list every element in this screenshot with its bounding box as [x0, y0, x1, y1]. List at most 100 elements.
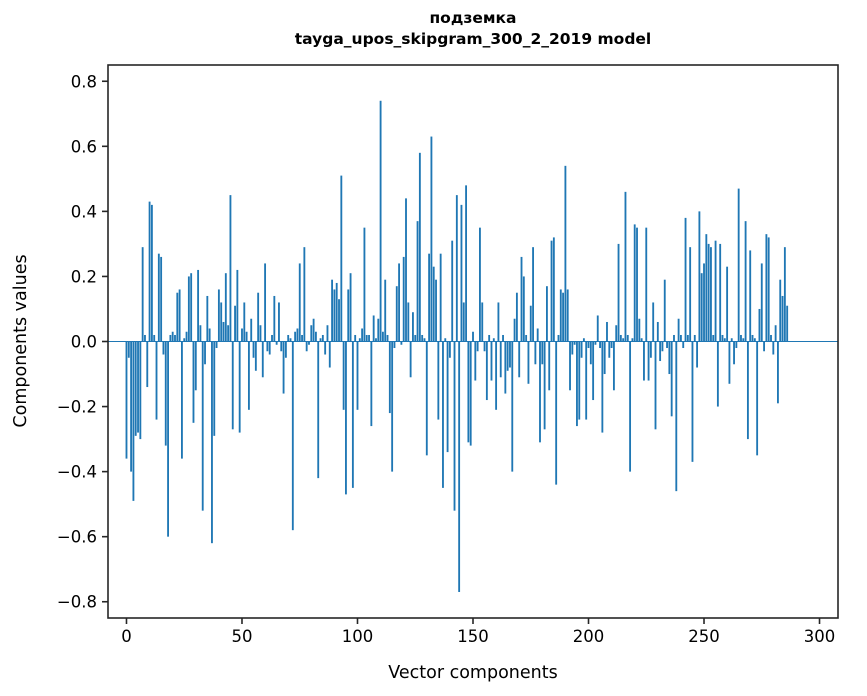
- bar: [206, 295, 209, 342]
- bar: [125, 341, 128, 459]
- bar: [393, 341, 396, 349]
- bar: [312, 318, 315, 342]
- bar: [162, 341, 165, 355]
- bar: [714, 240, 717, 342]
- bar: [527, 341, 530, 384]
- bar: [608, 341, 611, 358]
- bar: [610, 341, 613, 349]
- bar: [460, 204, 463, 342]
- bar: [296, 328, 299, 342]
- bar: [164, 341, 167, 446]
- bar: [310, 325, 313, 342]
- bar: [169, 334, 172, 342]
- bar: [238, 341, 241, 433]
- bar: [361, 328, 364, 342]
- bar: [211, 341, 213, 544]
- bar: [774, 325, 777, 342]
- bar: [442, 341, 444, 488]
- bar: [144, 334, 146, 342]
- bar: [509, 341, 511, 368]
- bar: [335, 282, 338, 342]
- bar: [532, 247, 534, 342]
- bar: [571, 341, 574, 355]
- bar: [485, 341, 488, 401]
- bar: [181, 341, 183, 459]
- bar: [488, 334, 491, 342]
- bar: [305, 341, 308, 352]
- y-tick-label: 0.8: [71, 72, 97, 91]
- bar: [659, 341, 662, 362]
- bar: [213, 341, 216, 436]
- chart-title-line-1: подземка: [429, 9, 517, 27]
- bar: [550, 240, 553, 342]
- bar: [703, 263, 705, 342]
- bar: [649, 341, 652, 358]
- bar: [377, 318, 380, 342]
- bar: [721, 334, 724, 342]
- bar: [684, 217, 687, 342]
- bar: [259, 325, 262, 342]
- bar: [619, 334, 622, 342]
- x-axis-ticks: 0 50 100 150 200 250 300: [121, 618, 835, 646]
- bar: [319, 338, 322, 342]
- bar: [753, 338, 756, 342]
- bar: [467, 341, 470, 443]
- bar: [626, 334, 629, 342]
- bar: [636, 227, 638, 342]
- bar: [273, 295, 276, 342]
- bar: [666, 341, 668, 349]
- bar: [409, 341, 412, 378]
- bar: [670, 341, 673, 417]
- bar: [257, 292, 260, 342]
- x-tick-label: 150: [457, 627, 489, 646]
- bar: [643, 341, 645, 381]
- bar: [127, 341, 130, 358]
- bar: [301, 334, 303, 342]
- bar: [187, 276, 190, 342]
- bar: [557, 334, 560, 342]
- bar: [199, 325, 202, 342]
- bar: [314, 331, 317, 342]
- y-tick-label: −0.2: [57, 398, 97, 417]
- bar: [589, 341, 592, 365]
- bar: [185, 331, 188, 342]
- bar: [522, 276, 525, 342]
- bar: [476, 341, 479, 352]
- bar: [132, 341, 135, 501]
- x-tick-label: 0: [121, 627, 132, 646]
- bar: [236, 269, 239, 342]
- bar: [379, 100, 382, 342]
- bar: [243, 302, 246, 342]
- bar: [622, 338, 625, 342]
- bar: [585, 341, 588, 420]
- bar: [289, 338, 292, 342]
- bar: [231, 341, 234, 430]
- bar: [190, 273, 193, 342]
- bar: [418, 152, 421, 342]
- bar: [638, 318, 641, 342]
- bar: [363, 227, 366, 342]
- bar: [647, 341, 650, 381]
- bar: [134, 341, 137, 436]
- bar: [594, 341, 597, 345]
- bar: [321, 334, 324, 342]
- bar: [696, 341, 699, 368]
- bar: [534, 341, 537, 365]
- bar: [656, 321, 659, 342]
- bar: [691, 341, 694, 462]
- bar: [153, 334, 156, 342]
- bar: [278, 302, 280, 342]
- bar: [779, 279, 782, 342]
- bar: [174, 334, 176, 342]
- bar: [661, 341, 664, 352]
- y-tick-label: −0.8: [57, 593, 97, 612]
- bar: [446, 341, 449, 453]
- bar: [215, 341, 218, 349]
- bar: [395, 286, 398, 342]
- bar: [308, 341, 310, 345]
- bar: [640, 338, 643, 342]
- bar: [333, 289, 336, 342]
- x-tick-label: 250: [688, 627, 720, 646]
- bar: [578, 341, 581, 420]
- bar: [241, 328, 243, 342]
